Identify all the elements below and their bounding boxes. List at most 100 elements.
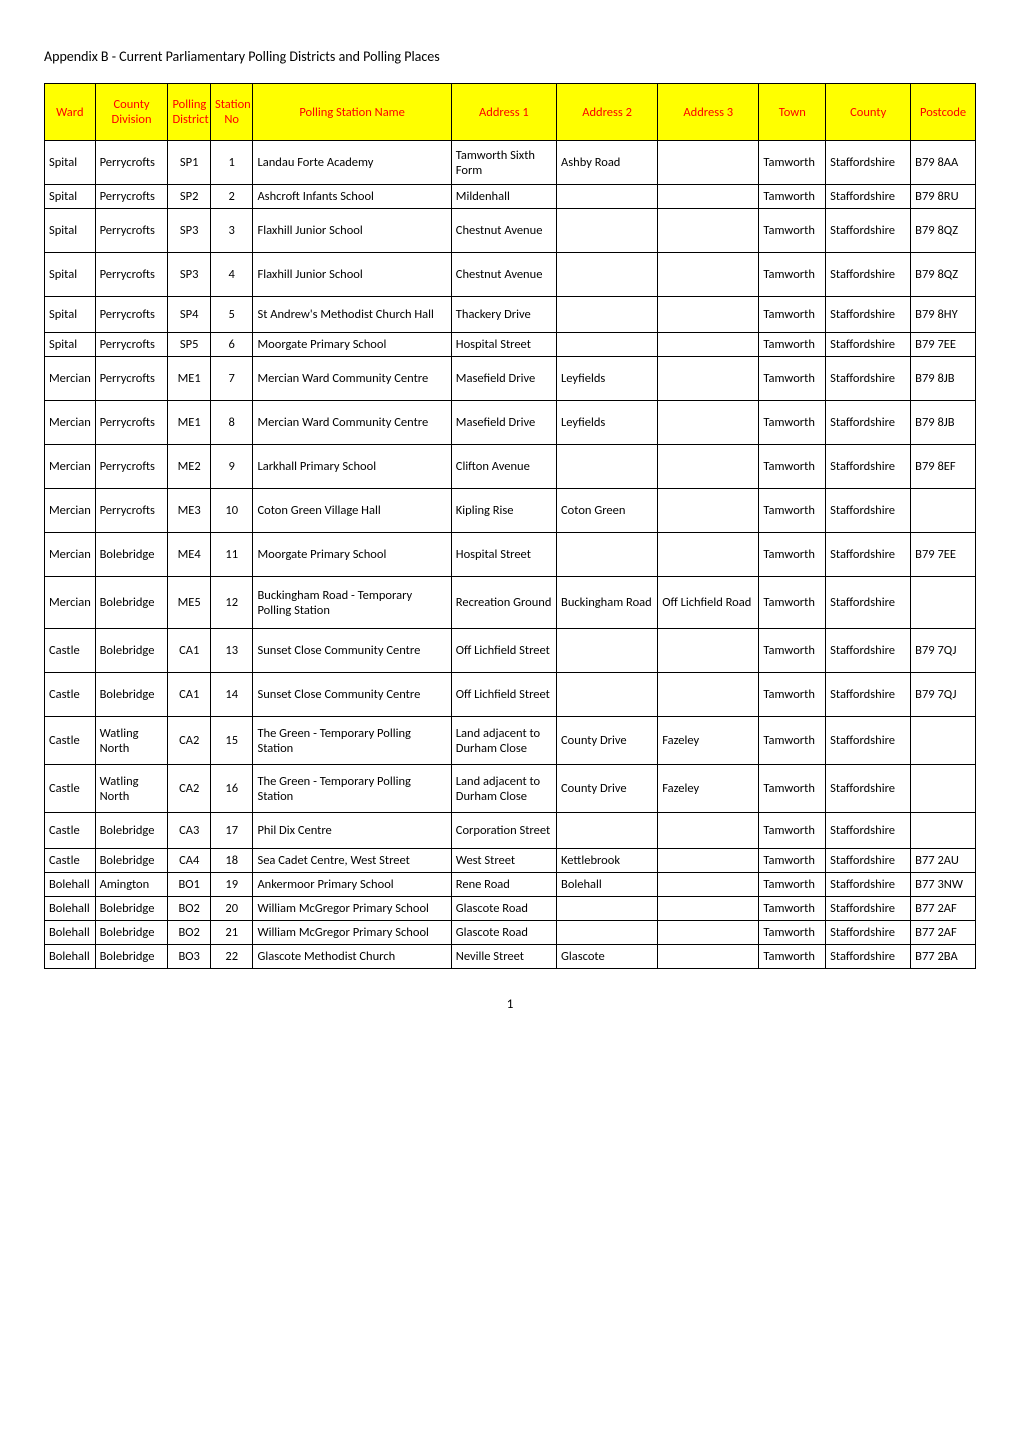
table-cell: Staffordshire — [826, 533, 911, 577]
table-cell: Neville Street — [451, 945, 556, 969]
table-cell: B77 2AF — [911, 921, 976, 945]
table-cell — [658, 489, 759, 533]
table-cell: 6 — [210, 333, 253, 357]
table-cell: 14 — [210, 673, 253, 717]
table-cell: B79 8JB — [911, 357, 976, 401]
table-cell: Perrycrofts — [95, 141, 168, 185]
table-cell: Bolebridge — [95, 849, 168, 873]
table-cell: 9 — [210, 445, 253, 489]
table-cell: Perrycrofts — [95, 401, 168, 445]
table-cell: Tamworth — [759, 141, 826, 185]
column-header: Address 3 — [658, 84, 759, 141]
column-header: County Division — [95, 84, 168, 141]
table-cell: Staffordshire — [826, 445, 911, 489]
table-cell: 2 — [210, 185, 253, 209]
table-cell — [658, 813, 759, 849]
table-cell: Castle — [45, 849, 96, 873]
table-cell: Tamworth — [759, 921, 826, 945]
table-cell — [658, 533, 759, 577]
table-cell: SP2 — [168, 185, 211, 209]
table-row: SpitalPerrycroftsSP22Ashcroft Infants Sc… — [45, 185, 976, 209]
table-cell: William McGregor Primary School — [253, 897, 451, 921]
table-cell: Moorgate Primary School — [253, 333, 451, 357]
table-cell: Hospital Street — [451, 533, 556, 577]
table-cell: Watling North — [95, 765, 168, 813]
table-cell: Mercian Ward Community Centre — [253, 401, 451, 445]
table-cell: Off Lichfield Street — [451, 629, 556, 673]
table-cell: Amington — [95, 873, 168, 897]
table-cell: Tamworth — [759, 813, 826, 849]
table-cell: B79 8HY — [911, 297, 976, 333]
table-cell: 4 — [210, 253, 253, 297]
table-cell: Clifton Avenue — [451, 445, 556, 489]
table-cell: Mercian — [45, 401, 96, 445]
table-cell: Sea Cadet Centre, West Street — [253, 849, 451, 873]
table-cell: Glascote Road — [451, 921, 556, 945]
table-cell: SP3 — [168, 253, 211, 297]
column-header: Address 1 — [451, 84, 556, 141]
table-cell: Spital — [45, 253, 96, 297]
table-row: BolehallAmingtonBO119Ankermoor Primary S… — [45, 873, 976, 897]
table-cell: Bolebridge — [95, 533, 168, 577]
table-cell — [658, 141, 759, 185]
column-header: Polling Station Name — [253, 84, 451, 141]
table-cell: Sunset Close Community Centre — [253, 629, 451, 673]
table-cell: B79 8EF — [911, 445, 976, 489]
table-row: MercianBolebridgeME411Moorgate Primary S… — [45, 533, 976, 577]
table-cell: Masefield Drive — [451, 401, 556, 445]
table-cell: Tamworth — [759, 577, 826, 629]
table-cell: 20 — [210, 897, 253, 921]
table-cell: Staffordshire — [826, 873, 911, 897]
table-cell: Bolehall — [45, 897, 96, 921]
table-cell: Bolebridge — [95, 577, 168, 629]
table-cell — [557, 185, 658, 209]
table-cell: Recreation Ground — [451, 577, 556, 629]
table-cell: Bolebridge — [95, 629, 168, 673]
table-cell: Spital — [45, 185, 96, 209]
table-cell: 18 — [210, 849, 253, 873]
table-cell: Kettlebrook — [557, 849, 658, 873]
table-cell: County Drive — [557, 765, 658, 813]
table-cell: Glascote Methodist Church — [253, 945, 451, 969]
table-cell: SP4 — [168, 297, 211, 333]
table-cell: BO2 — [168, 921, 211, 945]
table-cell: Corporation Street — [451, 813, 556, 849]
table-header: WardCounty DivisionPolling DistrictStati… — [45, 84, 976, 141]
table-cell: Moorgate Primary School — [253, 533, 451, 577]
table-cell: Glascote — [557, 945, 658, 969]
table-cell — [658, 921, 759, 945]
column-header: County — [826, 84, 911, 141]
table-cell: B79 7EE — [911, 333, 976, 357]
table-cell: Perrycrofts — [95, 357, 168, 401]
table-cell: Staffordshire — [826, 357, 911, 401]
table-cell: SP5 — [168, 333, 211, 357]
table-cell: Castle — [45, 765, 96, 813]
table-cell: Staffordshire — [826, 253, 911, 297]
table-cell: B79 7QJ — [911, 673, 976, 717]
column-header: Address 2 — [557, 84, 658, 141]
table-cell: Staffordshire — [826, 897, 911, 921]
table-cell — [658, 673, 759, 717]
table-cell: Castle — [45, 717, 96, 765]
column-header: Polling District — [168, 84, 211, 141]
table-cell — [911, 717, 976, 765]
table-cell: Tamworth — [759, 533, 826, 577]
table-row: SpitalPerrycroftsSP56Moorgate Primary Sc… — [45, 333, 976, 357]
table-cell: 22 — [210, 945, 253, 969]
table-cell — [658, 333, 759, 357]
table-cell — [557, 921, 658, 945]
table-cell: Ashcroft Infants School — [253, 185, 451, 209]
table-cell: ME3 — [168, 489, 211, 533]
table-cell: Flaxhill Junior School — [253, 253, 451, 297]
table-cell: Staffordshire — [826, 765, 911, 813]
table-row: SpitalPerrycroftsSP45St Andrew's Methodi… — [45, 297, 976, 333]
table-cell: B77 2AU — [911, 849, 976, 873]
table-cell: Phil Dix Centre — [253, 813, 451, 849]
table-cell: Staffordshire — [826, 717, 911, 765]
table-cell: Staffordshire — [826, 629, 911, 673]
table-cell: Tamworth — [759, 185, 826, 209]
table-cell: Coton Green Village Hall — [253, 489, 451, 533]
table-cell: Coton Green — [557, 489, 658, 533]
table-cell — [658, 185, 759, 209]
table-cell — [557, 897, 658, 921]
